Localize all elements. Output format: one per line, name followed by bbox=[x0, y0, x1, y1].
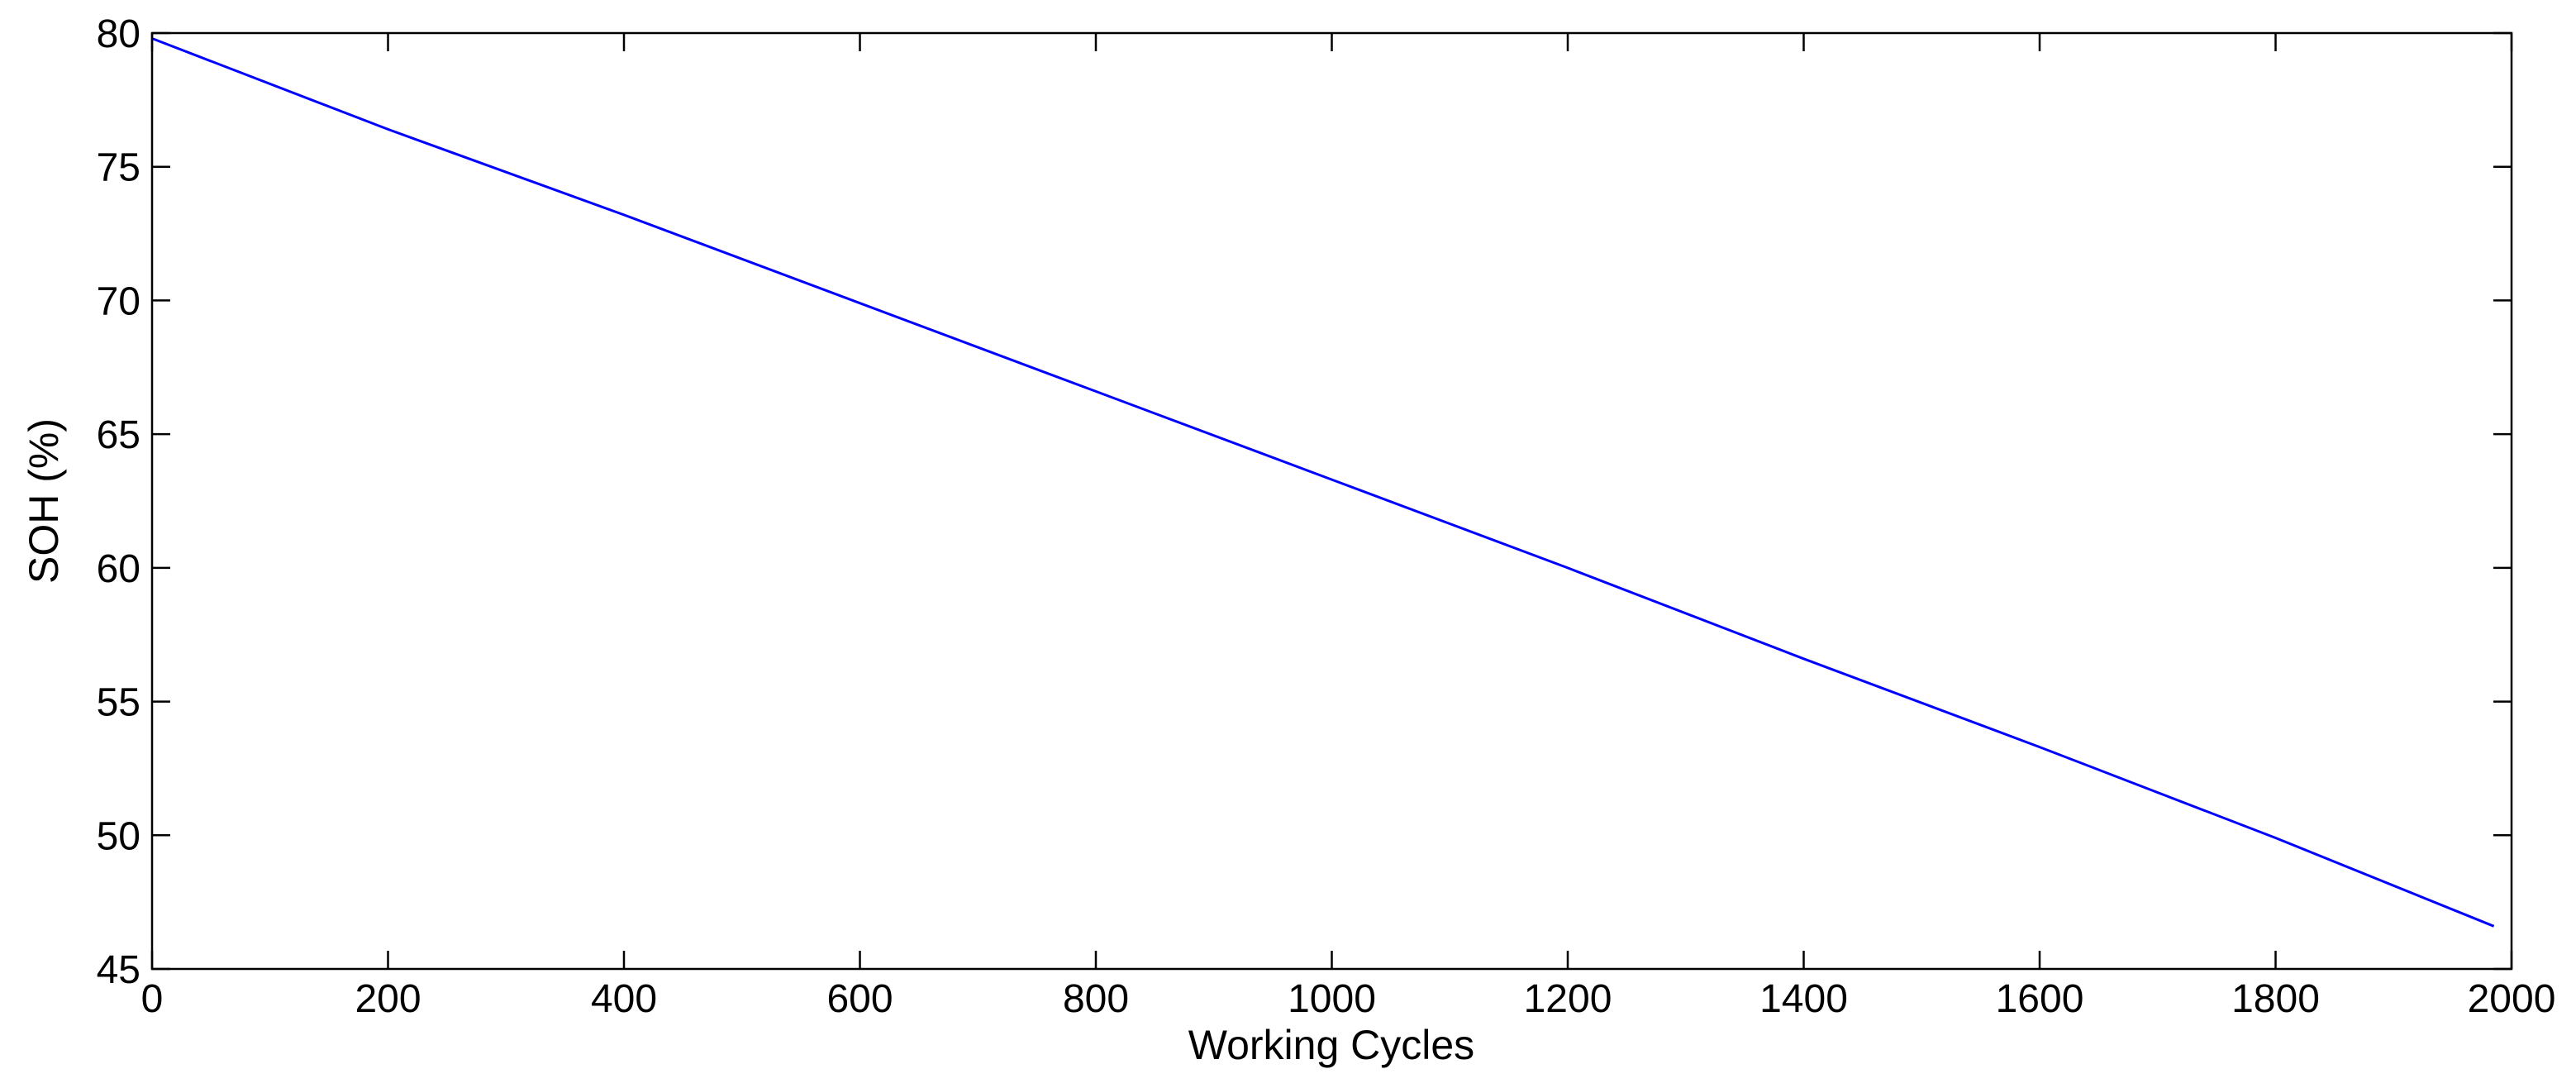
x-tick-label: 200 bbox=[355, 977, 421, 1021]
plot-background bbox=[152, 33, 2512, 969]
plot-frame bbox=[150, 31, 2513, 971]
x-tick-label: 2000 bbox=[2468, 977, 2556, 1021]
x-tick-label: 400 bbox=[591, 977, 657, 1021]
x-tick-label: 1600 bbox=[1996, 977, 2084, 1021]
series-layer bbox=[151, 37, 2495, 928]
x-tick-label: 1000 bbox=[1288, 977, 1376, 1021]
x-tick-label: 0 bbox=[141, 977, 164, 1021]
x-tick-label: 1800 bbox=[2231, 977, 2320, 1021]
x-tick-label: 600 bbox=[826, 977, 893, 1021]
x-axis-label: Working Cycles bbox=[1188, 1022, 1474, 1068]
y-tick-label: 55 bbox=[97, 681, 140, 725]
x-tick-label: 800 bbox=[1063, 977, 1129, 1021]
y-tick-label: 50 bbox=[97, 814, 140, 858]
tick-labels: 0 200 400 600 800 1000 1200 1400 1600 1800 2000 45 5… bbox=[97, 12, 2556, 1021]
y-tick-label: 80 bbox=[97, 12, 140, 56]
y-tick-label: 60 bbox=[97, 547, 140, 591]
y-tick-label: 45 bbox=[97, 948, 140, 992]
x-tick-label: 1200 bbox=[1524, 977, 1612, 1021]
y-tick-label: 70 bbox=[97, 279, 140, 323]
y-axis-label: SOH (%) bbox=[21, 418, 67, 584]
soh-line bbox=[151, 37, 2495, 928]
y-tick-label: 65 bbox=[97, 413, 140, 457]
y-tick-label: 75 bbox=[97, 146, 140, 190]
x-tick-label: 1400 bbox=[1759, 977, 1848, 1021]
